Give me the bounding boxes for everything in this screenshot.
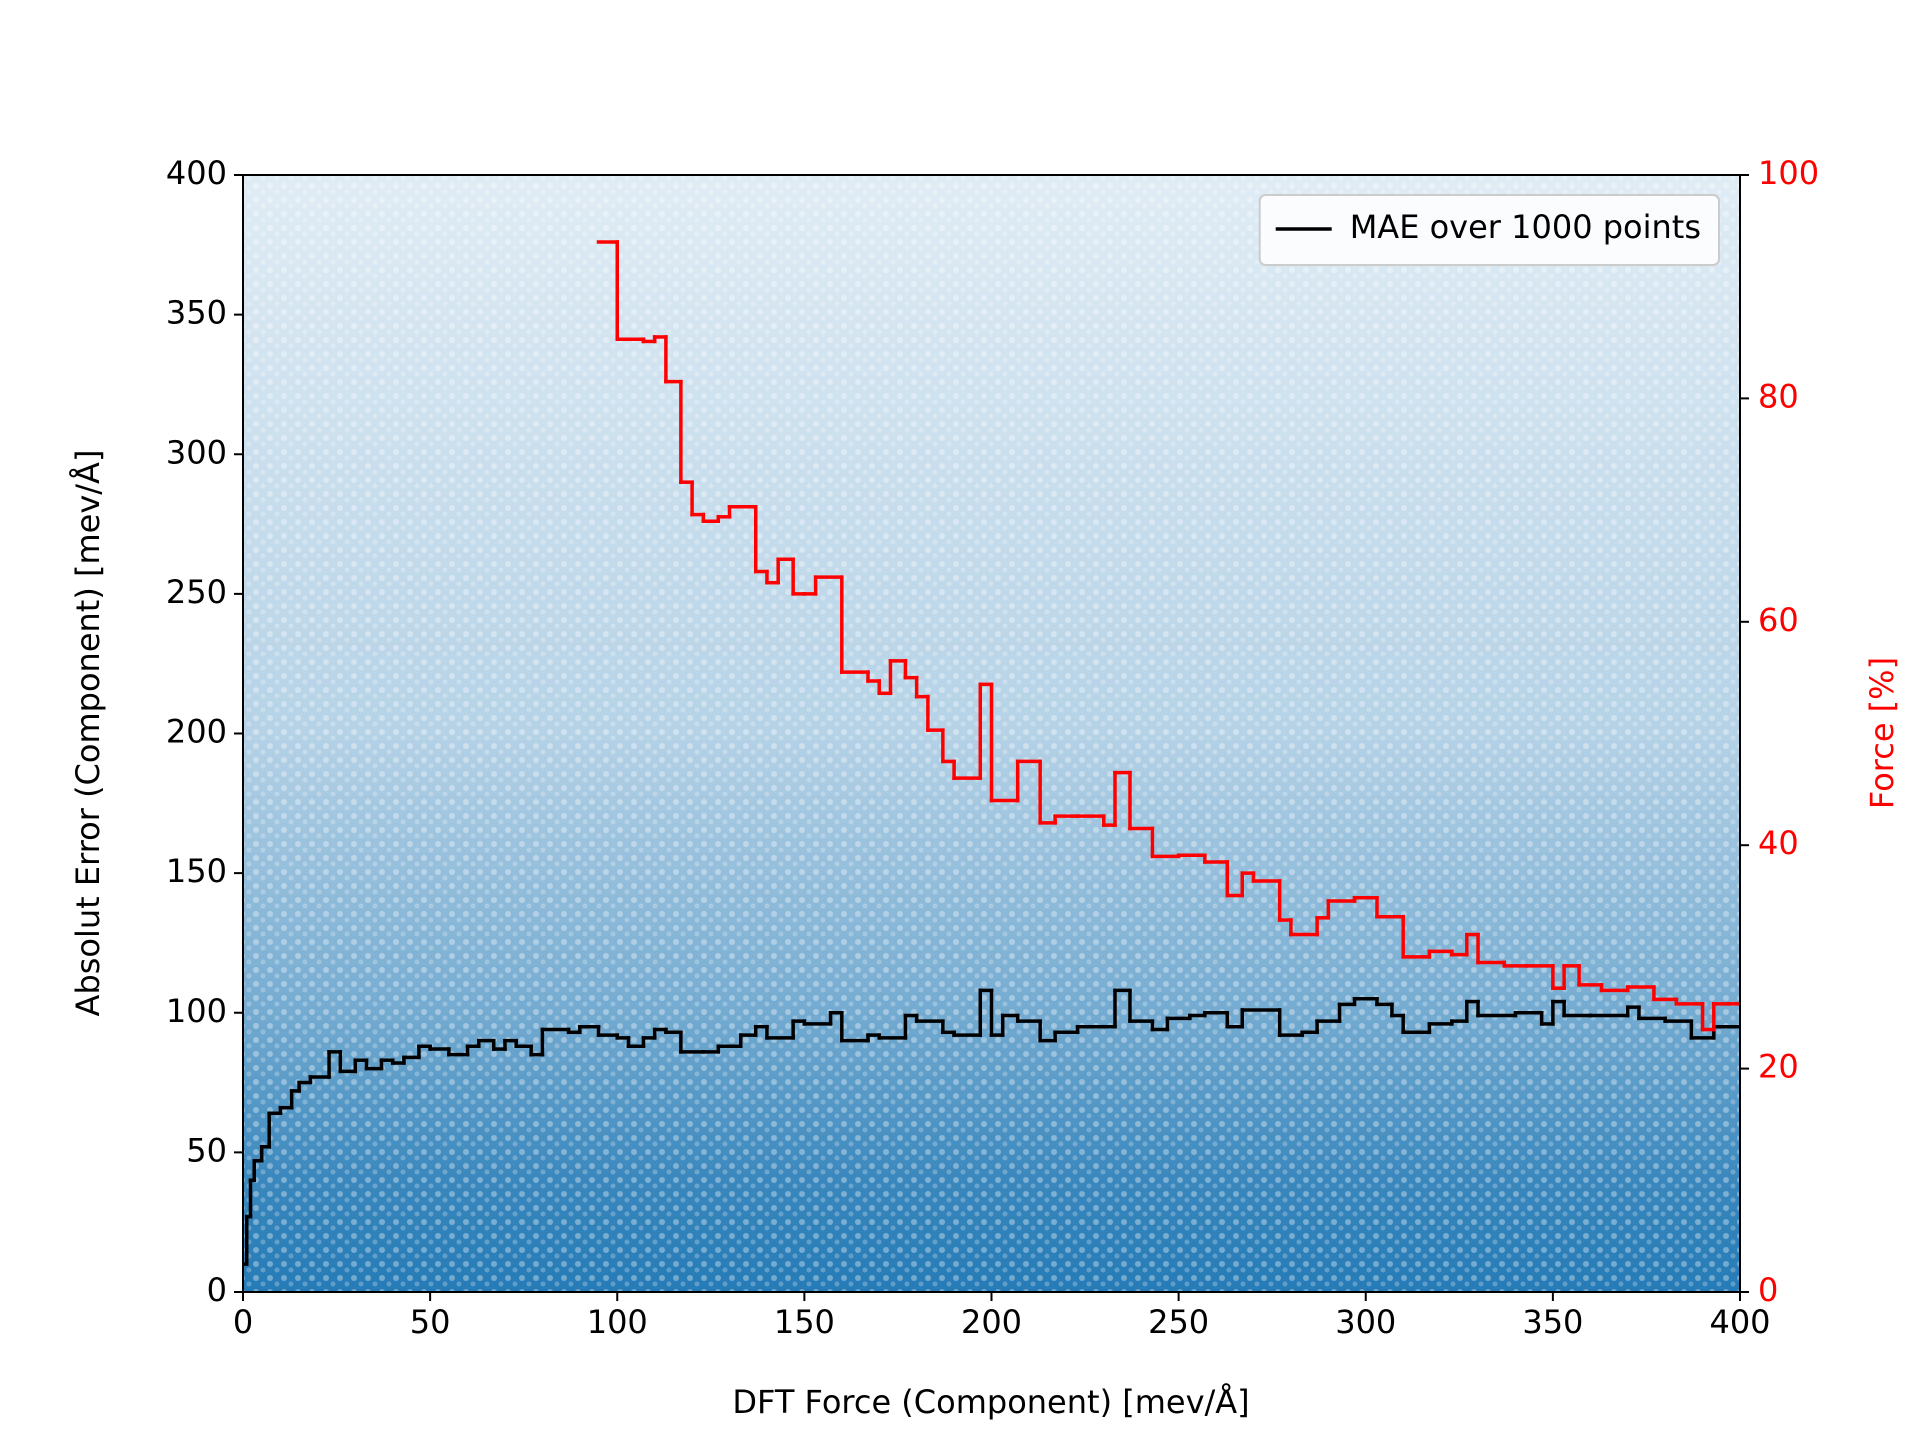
y-tick-label: 100: [166, 992, 227, 1030]
y-tick-label: 150: [166, 852, 227, 890]
x-tick-label: 200: [961, 1303, 1022, 1341]
legend-label: MAE over 1000 points: [1350, 208, 1701, 246]
y-tick-label: 50: [186, 1131, 227, 1169]
plot-area: [243, 240, 1740, 1266]
y2-axis-label: Force [%]: [1863, 657, 1901, 809]
x-tick-label: 0: [233, 1303, 253, 1341]
x-axis-label: DFT Force (Component) [mev/Å]: [732, 1383, 1249, 1421]
y-tick-label: 400: [166, 154, 227, 192]
y-tick-label: 0: [207, 1271, 227, 1309]
x-tick-label: 100: [587, 1303, 648, 1341]
y-tick-label: 300: [166, 433, 227, 471]
y2-tick-label: 20: [1758, 1048, 1799, 1086]
y2-tick-label: 0: [1758, 1271, 1778, 1309]
y2-tick-label: 60: [1758, 601, 1799, 639]
legend: MAE over 1000 points: [1258, 194, 1720, 266]
x-tick-label: 150: [774, 1303, 835, 1341]
x-tick-label: 50: [410, 1303, 451, 1341]
x-tick-label: 400: [1709, 1303, 1770, 1341]
y-axis-label: Absolut Error (Component) [mev/Å]: [69, 450, 107, 1017]
y2-tick-label: 100: [1758, 154, 1819, 192]
y-tick-label: 200: [166, 713, 227, 751]
y2-tick-label: 80: [1758, 377, 1799, 415]
y2-tick-label: 40: [1758, 824, 1799, 862]
legend-box: [1258, 194, 1720, 266]
y-tick-label: 350: [166, 294, 227, 332]
x-tick-label: 350: [1522, 1303, 1583, 1341]
x-tick-label: 250: [1148, 1303, 1209, 1341]
x-tick-label: 300: [1335, 1303, 1396, 1341]
y-tick-label: 250: [166, 573, 227, 611]
